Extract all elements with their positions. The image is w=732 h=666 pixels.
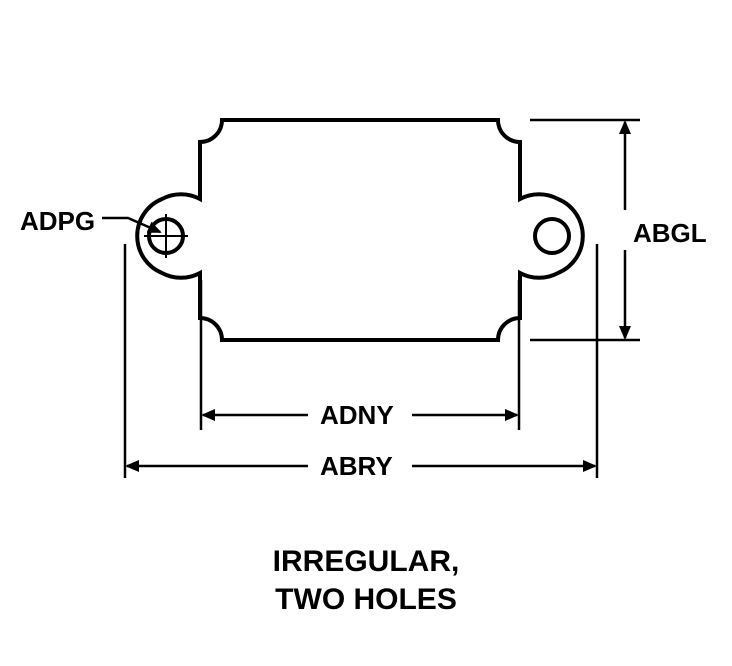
title-block: IRREGULAR, TWO HOLES xyxy=(0,543,732,618)
diagram-container: ADPG ABGL ADNY ABRY IRREGULAR, TWO HOLES xyxy=(0,0,732,666)
abgl-label: ABGL xyxy=(633,218,707,249)
abry-label: ABRY xyxy=(320,451,393,482)
title-line2: TWO HOLES xyxy=(0,581,732,619)
adny-label: ADNY xyxy=(320,400,394,431)
bracket-outline xyxy=(137,120,583,340)
adpg-label: ADPG xyxy=(20,206,95,237)
right-hole xyxy=(535,219,569,253)
title-line1: IRREGULAR, xyxy=(0,543,732,581)
